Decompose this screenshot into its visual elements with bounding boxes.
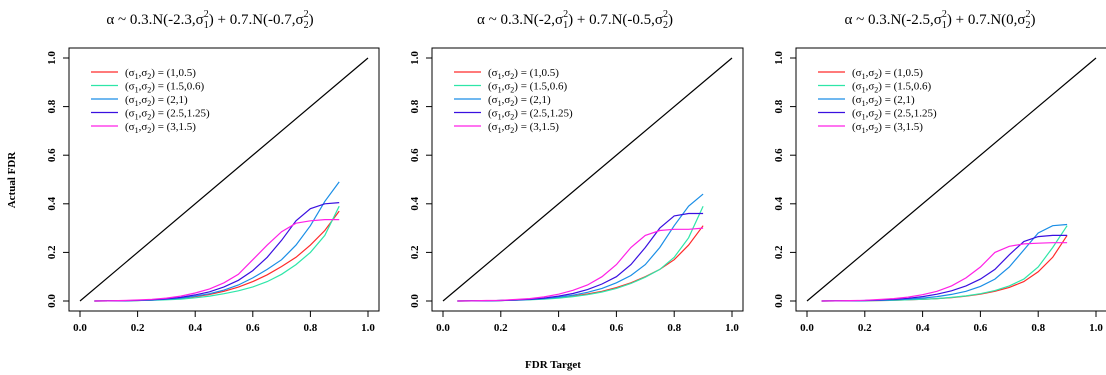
series-line-4 — [821, 234, 1068, 302]
legend-label: (σ1,σ2) = (3,1.5) — [125, 121, 196, 135]
y-tick-label: 0.0 — [409, 294, 421, 308]
panel-title: α ~ 0.3.N(-2,σ12) + 0.7.N(-0.5,σ22) — [477, 9, 673, 31]
series-line-3 — [821, 223, 1068, 302]
legend-label: (σ1,σ2) = (1.5,0.6) — [125, 81, 205, 95]
legend-label: (σ1,σ2) = (2.5,1.25) — [852, 108, 937, 122]
reference-line — [442, 57, 733, 302]
panel-2: α ~ 0.3.N(-2,σ12) + 0.7.N(-0.5,σ22)0.0 0.… — [409, 9, 744, 334]
x-tick-label: 0.6 — [246, 322, 260, 334]
x-tick-label: 0.2 — [858, 322, 872, 334]
panel-3: α ~ 0.3.N(-2.5,σ12) + 0.7.N(0,σ22) 0.0 0.2… — [773, 9, 1106, 334]
y-axis-label: Actual FDR — [6, 151, 18, 209]
y-tick-label: 0.4 — [773, 196, 785, 210]
x-tick-label: 0.4 — [916, 322, 930, 334]
x-axis: 0.0 0.2 0.4 0.6 0.8 1.0 — [800, 310, 1103, 334]
y-tick-label: 0.4 — [46, 196, 58, 210]
legend-label: (σ1,σ2) = (2,1) — [852, 94, 915, 108]
legend-label: (σ1,σ2) = (2.5,1.25) — [125, 108, 210, 122]
series-line-3 — [457, 193, 704, 302]
y-tick-label: 0.8 — [46, 99, 58, 113]
y-tick-label: 0.6 — [409, 148, 421, 162]
x-tick-label: 0.8 — [667, 322, 681, 334]
series-line-2 — [94, 205, 340, 302]
x-tick-label: 0.2 — [494, 322, 508, 334]
panels: α ~ 0.3.N(-2.3,σ12) + 0.7.N(-0.7,σ22) 0.0… — [46, 9, 1106, 334]
reference-line — [806, 57, 1097, 302]
y-tick-label: 0.4 — [409, 196, 421, 210]
y-tick-label: 0.2 — [46, 245, 58, 259]
legend-label: (σ1,σ2) = (2,1) — [488, 94, 551, 108]
legend-label: (σ1,σ2) = (1,0.5) — [852, 67, 923, 81]
legend: (σ1,σ2) = (1,0.5)(σ1,σ2) = (1.5,0.6)(σ1,… — [91, 67, 210, 135]
legend: (σ1,σ2) = (1,0.5)(σ1,σ2) = (1.5,0.6)(σ1,… — [818, 67, 937, 135]
y-tick-label: 0.0 — [773, 294, 785, 308]
panel-title: α ~ 0.3.N(-2.5,σ12) + 0.7.N(0,σ22) — [844, 9, 1035, 31]
y-tick-label: 1.0 — [773, 51, 785, 65]
x-tick-label: 0.4 — [188, 322, 202, 334]
reference-line — [79, 57, 369, 302]
series-line-2 — [821, 225, 1068, 302]
y-tick-label: 1.0 — [409, 51, 421, 65]
series-line-5 — [457, 227, 704, 302]
y-tick-label: 0.8 — [409, 99, 421, 113]
x-tick-label: 0.8 — [304, 322, 318, 334]
legend-label: (σ1,σ2) = (1.5,0.6) — [488, 81, 568, 95]
panel-title: α ~ 0.3.N(-2.3,σ12) + 0.7.N(-0.7,σ22) — [106, 9, 313, 31]
y-tick-label: 0.6 — [773, 148, 785, 162]
y-tick-label: 0.2 — [773, 245, 785, 259]
x-tick-label: 0.6 — [610, 322, 624, 334]
series-line-1 — [821, 235, 1068, 302]
legend-label: (σ1,σ2) = (1.5,0.6) — [852, 81, 932, 95]
legend: (σ1,σ2) = (1,0.5)(σ1,σ2) = (1.5,0.6)(σ1,… — [454, 67, 573, 135]
series-line-3 — [94, 181, 340, 302]
series-line-5 — [821, 242, 1068, 302]
x-tick-label: 1.0 — [361, 322, 375, 334]
y-tick-label: 0.0 — [46, 294, 58, 308]
x-tick-label: 0.0 — [800, 322, 814, 334]
legend-label: (σ1,σ2) = (1,0.5) — [125, 67, 196, 81]
x-tick-label: 1.0 — [725, 322, 739, 334]
y-axis: 0.0 0.2 0.4 0.6 0.8 1.0 — [46, 51, 70, 308]
y-axis: 0.0 0.2 0.4 0.6 0.8 1.0 — [409, 51, 433, 308]
x-tick-label: 0.4 — [552, 322, 566, 334]
series-line-5 — [94, 219, 340, 302]
legend-label: (σ1,σ2) = (2.5,1.25) — [488, 108, 573, 122]
x-tick-label: 0.0 — [73, 322, 87, 334]
y-tick-label: 0.2 — [409, 245, 421, 259]
panel-1: α ~ 0.3.N(-2.3,σ12) + 0.7.N(-0.7,σ22) 0.0… — [46, 9, 380, 334]
series-line-1 — [94, 210, 340, 302]
x-tick-label: 0.2 — [131, 322, 145, 334]
x-tick-label: 0.0 — [436, 322, 450, 334]
legend-label: (σ1,σ2) = (3,1.5) — [852, 121, 923, 135]
legend-label: (σ1,σ2) = (3,1.5) — [488, 121, 559, 135]
x-axis: 0.0 0.2 0.4 0.6 0.8 1.0 — [436, 310, 739, 334]
x-tick-label: 1.0 — [1089, 322, 1103, 334]
series-line-2 — [457, 205, 704, 302]
x-tick-label: 0.8 — [1031, 322, 1045, 334]
legend-label: (σ1,σ2) = (1,0.5) — [488, 67, 559, 81]
y-tick-label: 0.6 — [46, 148, 58, 162]
y-tick-label: 1.0 — [46, 51, 58, 65]
y-axis: 0.0 0.2 0.4 0.6 0.8 1.0 — [773, 51, 797, 308]
x-axis: 0.0 0.2 0.4 0.6 0.8 1.0 — [73, 310, 375, 334]
legend-label: (σ1,σ2) = (2,1) — [125, 94, 188, 108]
y-tick-label: 0.8 — [773, 99, 785, 113]
x-axis-label: FDR Target — [525, 359, 581, 371]
x-tick-label: 0.6 — [974, 322, 988, 334]
